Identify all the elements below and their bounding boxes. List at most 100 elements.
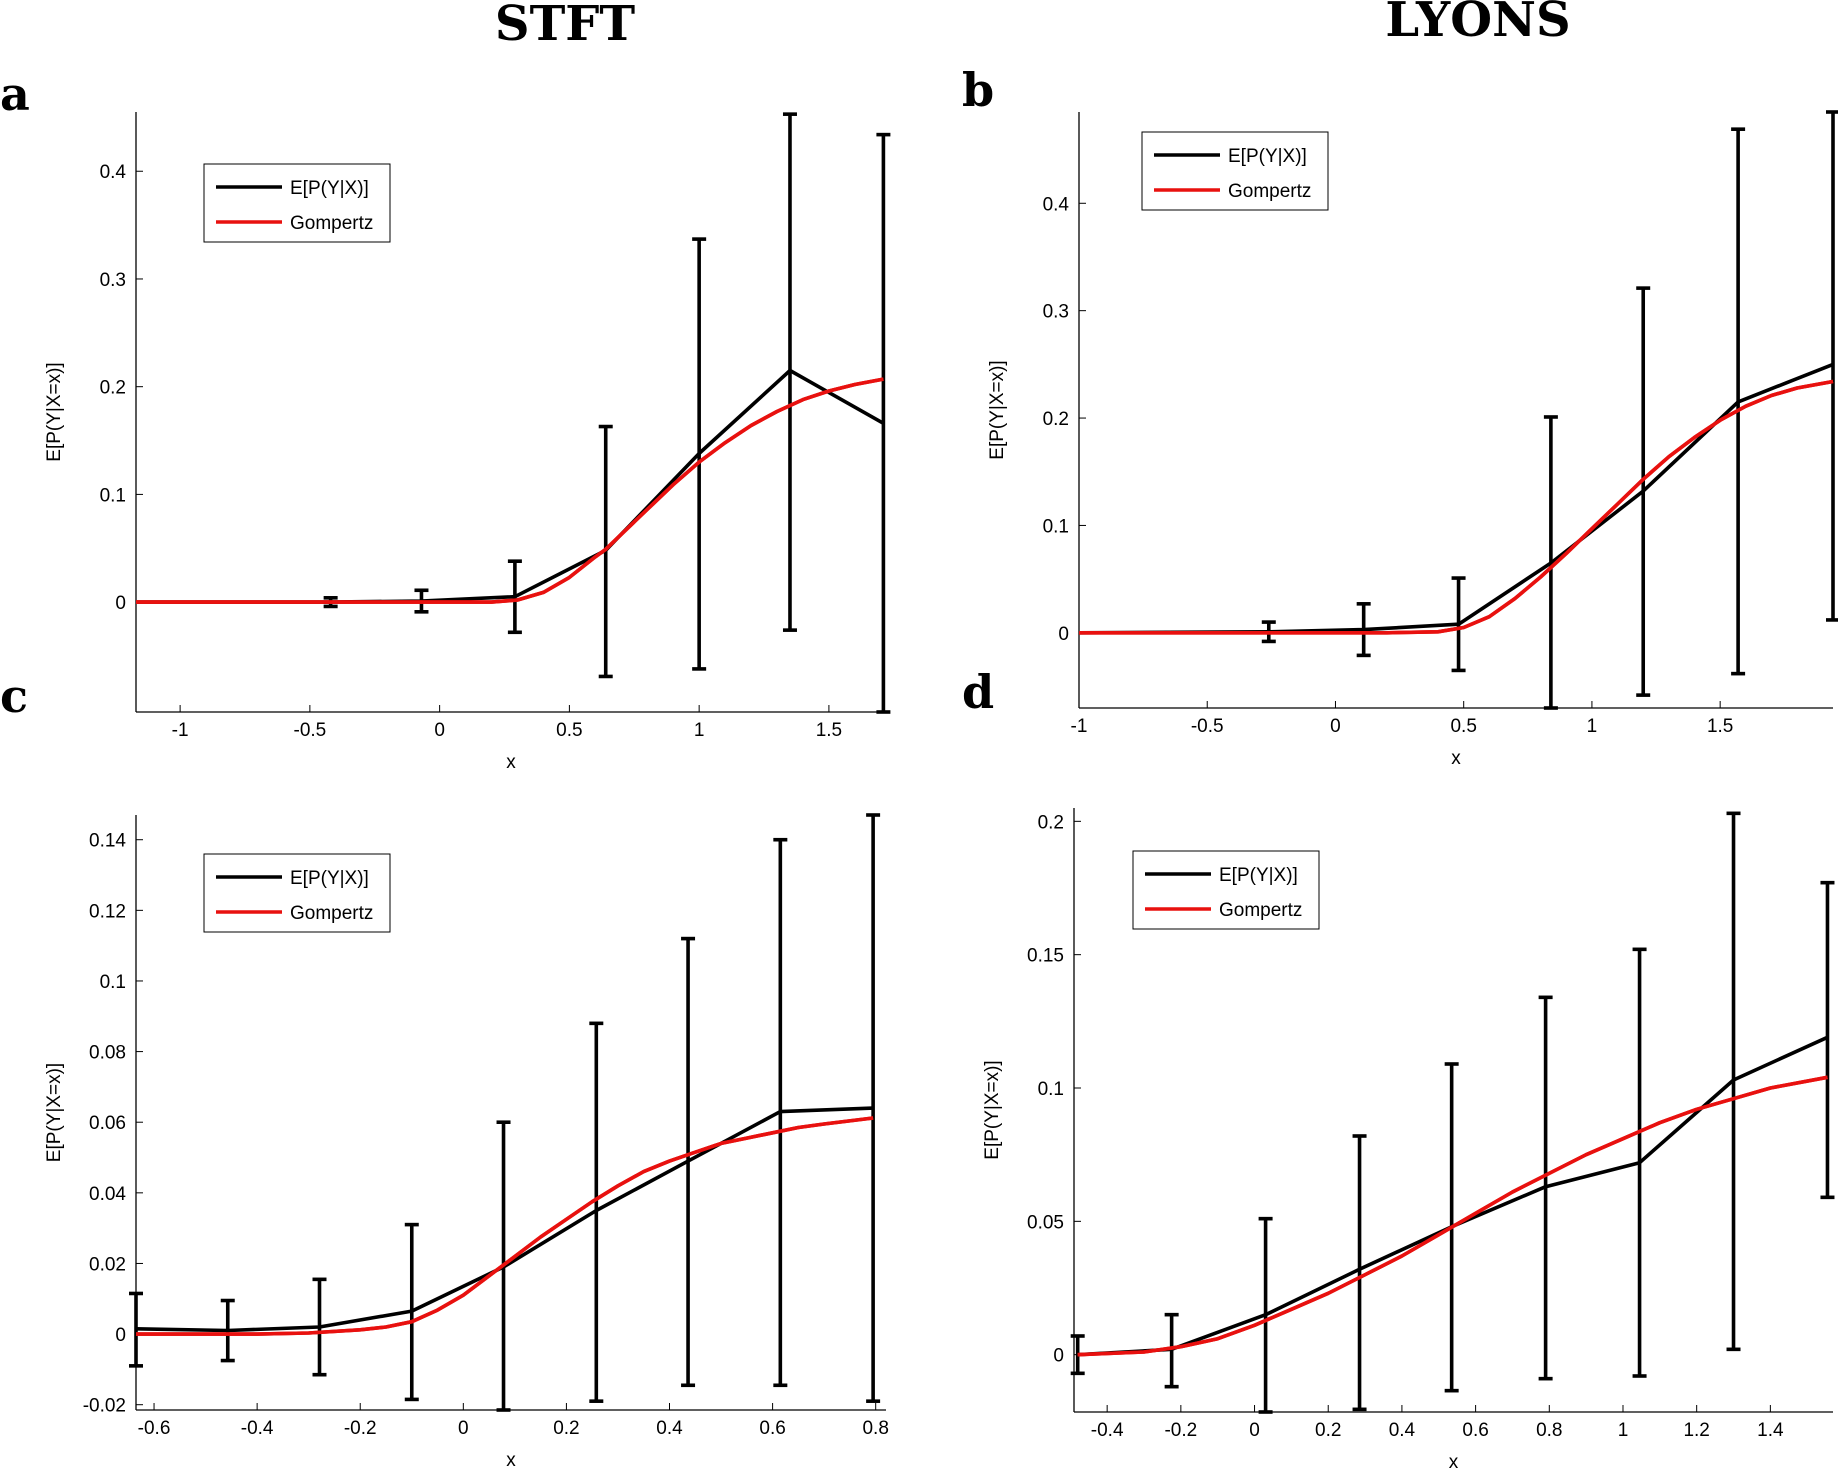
y-tick-label: 0.02: [89, 1254, 126, 1275]
chart-panel-c: c -0.6 -0.4 -0.2 0 0.2 0.4 0.6 0.8 -0.02 0 0.02 0.04…: [0, 669, 889, 1470]
x-tick-label: -0.4: [1091, 1420, 1124, 1441]
y-tick-label: 0.1: [100, 485, 126, 506]
legend-label: Gompertz: [290, 903, 373, 924]
legend-label: E[P(Y|X)]: [290, 868, 369, 889]
legend-label: Gompertz: [290, 213, 373, 234]
error-bar: [1820, 880, 1835, 1200]
y-axis-label: E[P(Y|X=x)]: [987, 360, 1008, 459]
error-bar: [681, 936, 696, 1388]
x-tick-label: -0.5: [294, 720, 327, 741]
error-bar: [866, 813, 881, 1403]
legend-label: Gompertz: [1228, 181, 1311, 202]
error-bar: [1356, 602, 1371, 658]
series-line-gompertz-top: [136, 1116, 874, 1336]
legend: E[P(Y|X)] Gompertz: [203, 853, 391, 933]
x-tick-label: -0.5: [1191, 716, 1224, 737]
error-bar: [773, 837, 788, 1388]
x-tick-label: 1.4: [1757, 1420, 1784, 1441]
x-tick-label: 0: [1330, 716, 1341, 737]
x-tick-label: -0.2: [1164, 1420, 1197, 1441]
x-axis-label: x: [506, 1450, 516, 1470]
x-tick-label: -0.2: [344, 1418, 377, 1439]
legend-label: E[P(Y|X)]: [1219, 865, 1298, 886]
error-bar: [1258, 1216, 1273, 1414]
legend: E[P(Y|X)] Gompertz: [203, 163, 391, 243]
legend-box: [1132, 850, 1320, 930]
panel-letter-d: d: [962, 665, 994, 719]
y-tick-label: 0: [1053, 1346, 1064, 1367]
legend-label: Gompertz: [1219, 900, 1302, 921]
x-tick-label: 0.2: [553, 1418, 579, 1439]
y-tick-label: 0.3: [100, 270, 126, 291]
y-tick-label: 0.2: [1038, 812, 1064, 833]
legend-box: [203, 163, 391, 243]
chart-panel-d: d -0.4 -0.2 0 0.2 0.4 0.6 0.8 1 1.2 1.4 0 0.05 0.1 0.1…: [962, 665, 1835, 1470]
error-bar: [1632, 947, 1647, 1378]
x-tick-label: -1: [1071, 716, 1088, 737]
chart-panel-a: a -1 -0.5 0 0.5 1 1.5 0 0.1 0.2 0.3 0.4 x E[P(Y|X=x)]…: [0, 67, 891, 773]
panel-letter-a: a: [0, 67, 30, 121]
x-tick-label: 1.5: [1707, 716, 1733, 737]
x-tick-label: 0.8: [1536, 1420, 1562, 1441]
error-bar: [692, 237, 707, 671]
y-axis-label: E[P(Y|X=x)]: [44, 1063, 65, 1162]
panel-letter-c: c: [0, 669, 28, 723]
y-tick-label: 0.3: [1043, 302, 1069, 323]
y-tick-label: 0.1: [1043, 516, 1069, 537]
legend: E[P(Y|X)] Gompertz: [1141, 131, 1329, 211]
error-bar: [129, 1291, 143, 1368]
x-tick-label: -0.4: [241, 1418, 274, 1439]
legend: E[P(Y|X)] Gompertz: [1132, 850, 1320, 930]
error-bar: [404, 1222, 419, 1402]
legend-label: E[P(Y|X)]: [290, 178, 369, 199]
column-title-stft: STFT: [495, 0, 635, 52]
x-tick-label: 1.5: [816, 720, 842, 741]
error-bar: [1538, 995, 1553, 1381]
y-tick-label: 0: [115, 1325, 126, 1346]
error-bar: [220, 1298, 235, 1363]
y-tick-label: 0.12: [89, 901, 126, 922]
y-tick-label: 0.05: [1027, 1212, 1064, 1233]
x-tick-label: 0.4: [656, 1418, 683, 1439]
error-bar: [1070, 1334, 1085, 1376]
x-tick-label: 1: [1587, 716, 1598, 737]
series-line-gompertz-top: [136, 377, 884, 604]
legend-box: [1141, 131, 1329, 211]
y-axis-label: E[P(Y|X=x)]: [982, 1060, 1003, 1159]
chart-panels: a -1 -0.5 0 0.5 1 1.5 0 0.1 0.2 0.3 0.4 x E[P(Y|X=x)]…: [0, 63, 1838, 1470]
y-tick-label: 0.1: [100, 972, 126, 993]
error-bar: [782, 112, 797, 632]
y-tick-label: 0.4: [1043, 194, 1070, 215]
error-bar: [1451, 576, 1466, 673]
error-bar: [1543, 415, 1558, 710]
x-axis-label: x: [1451, 748, 1461, 769]
error-bar: [1352, 1134, 1367, 1412]
x-tick-label: 0.2: [1315, 1420, 1341, 1441]
legend-box: [203, 853, 391, 933]
error-bar: [312, 1277, 327, 1377]
error-bar: [507, 559, 522, 635]
x-axis-label: x: [506, 752, 516, 773]
y-tick-label: 0.2: [1043, 409, 1069, 430]
x-tick-label: 1: [1618, 1420, 1629, 1441]
series-line-gompertz-top: [1079, 379, 1834, 635]
error-bar: [1726, 811, 1741, 1352]
panel-letter-b: b: [962, 63, 994, 117]
x-tick-label: 0.5: [1450, 716, 1476, 737]
y-tick-label: 0.2: [100, 378, 126, 399]
error-bar: [876, 132, 891, 714]
error-bar: [589, 1021, 604, 1403]
legend-label: E[P(Y|X)]: [1228, 146, 1307, 167]
series-line-expectation: [136, 368, 885, 604]
y-tick-label: 0: [1058, 624, 1069, 645]
y-tick-label: 0.15: [1027, 946, 1064, 967]
series-line-expectation: [1078, 362, 1834, 635]
y-tick-label: 0.06: [89, 1113, 126, 1134]
error-bar: [1731, 127, 1746, 676]
x-tick-label: 0.8: [862, 1418, 888, 1439]
x-axis-label: x: [1449, 1452, 1459, 1470]
x-tick-label: 0.6: [759, 1418, 785, 1439]
y-tick-label: 0.08: [89, 1043, 126, 1064]
chart-panel-b: b -1 -0.5 0 0.5 1 1.5 0 0.1 0.2 0.3 0.4 x E[P(Y|X=x)]…: [962, 63, 1838, 769]
